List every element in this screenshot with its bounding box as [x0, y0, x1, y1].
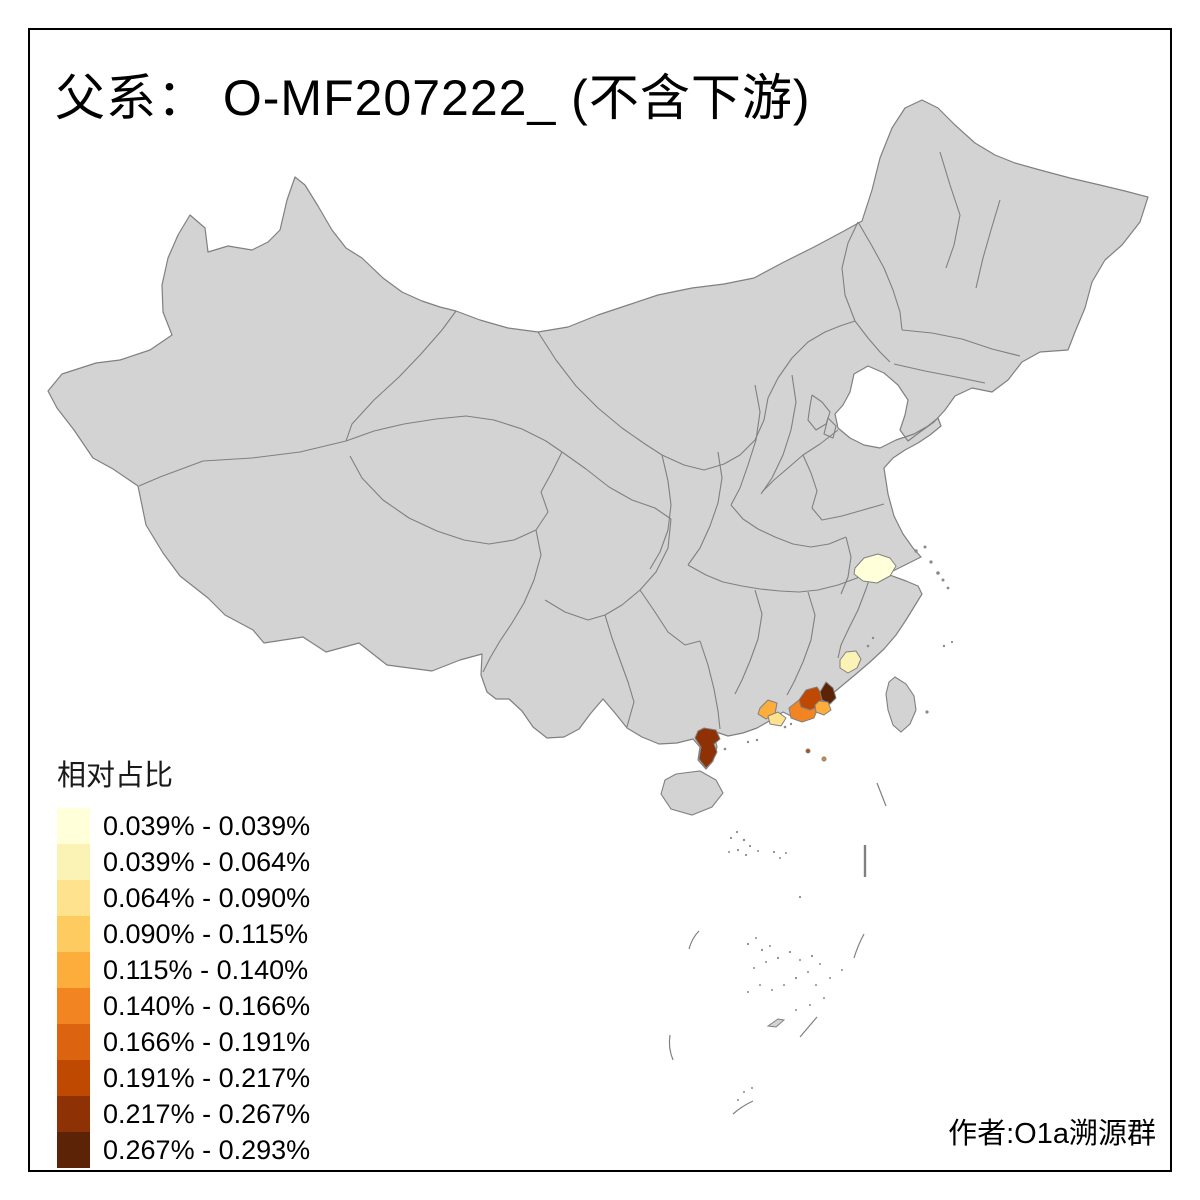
boundary-xinjiang-se — [345, 310, 457, 442]
boundary-innermongolia-south — [661, 320, 856, 471]
nine-dash-segment — [876, 782, 887, 807]
legend-class-row: 0.090% - 0.115% — [57, 916, 310, 952]
legend-swatch — [57, 952, 90, 988]
boundary-jiangxi-fujian — [786, 591, 816, 696]
boundary-jilin-liaoning — [893, 363, 986, 384]
legend-class-row: 0.039% - 0.064% — [57, 844, 310, 880]
south-china-sea-features — [668, 782, 887, 1115]
leizhou-peninsula-region — [694, 727, 721, 769]
legend-swatch — [57, 988, 90, 1024]
legend-class-label: 0.039% - 0.064% — [103, 846, 311, 877]
legend-class-row: 0.115% - 0.140% — [57, 952, 310, 988]
legend-class-label: 0.217% - 0.267% — [103, 1098, 311, 1129]
legend: 相对占比 0.039% - 0.039% 0.039% - 0.064% 0.064… — [57, 752, 310, 1168]
legend-swatch — [57, 916, 90, 952]
map-title: 父系： O-MF207222_ (不含下游) — [55, 70, 811, 126]
boundary-tianjin-cell — [823, 417, 837, 439]
boundary-huai-river — [730, 504, 847, 548]
legend-class-row: 0.217% - 0.267% — [57, 1096, 310, 1132]
boundary-innermongolia-ne — [854, 320, 891, 363]
boundary-heilongjiang-west — [857, 221, 903, 331]
boundary-guangxi-guangdong — [699, 640, 721, 730]
boundary-guizhou — [639, 589, 701, 646]
legend-class-label: 0.166% - 0.191% — [103, 1026, 311, 1057]
legend-swatch — [57, 808, 90, 844]
figure-frame — [28, 28, 1172, 1172]
legend-title: 相对占比 — [57, 760, 174, 792]
boundary-zhejiang-fujian — [837, 570, 873, 659]
boundary-hebei-south — [761, 429, 839, 493]
legend-class-row: 0.039% - 0.039% — [57, 808, 310, 844]
boundary-qinghai-north — [345, 415, 563, 453]
boundary-tibet-sichuan — [482, 529, 542, 673]
boundary-gansu-south — [561, 451, 672, 520]
province-boundaries — [138, 151, 1021, 730]
coastal-islet-far-east — [821, 756, 827, 762]
boundary-khingan-west — [841, 221, 859, 322]
legend-class-label: 0.140% - 0.166% — [103, 990, 311, 1021]
china-mainland — [47, 99, 1149, 770]
boundary-yunnan-guangxi — [604, 614, 635, 728]
scs-gray-islet — [766, 1018, 786, 1028]
legend-class-row: 0.267% - 0.293% — [57, 1132, 310, 1168]
south-fujian-quanzhou-region — [839, 650, 862, 674]
coastal-islet-east — [805, 748, 811, 754]
legend-classes: 0.039% - 0.039% 0.039% - 0.064% 0.064% - 0… — [57, 808, 310, 1168]
boundary-shandong — [802, 454, 885, 521]
boundary-qinghai-south — [349, 451, 563, 545]
legend-swatch — [57, 1096, 90, 1132]
legend-class-label: 0.191% - 0.217% — [103, 1062, 311, 1093]
taiwan-island — [885, 676, 917, 733]
boundary-hunan-jiangxi — [734, 589, 763, 695]
boundary-shanxi-west — [730, 384, 761, 506]
hainan-island — [660, 770, 724, 816]
legend-swatch — [57, 1024, 90, 1060]
pearl-delta-west-lower-region — [767, 711, 787, 727]
china-map — [47, 99, 1149, 1115]
boundary-heilongjiang-jilin — [901, 329, 1021, 357]
boundary-heilongjiang-inner-2 — [975, 199, 1001, 289]
boundary-heilongjiang-inner-1 — [939, 151, 961, 269]
boundary-yangtze — [687, 564, 873, 593]
boundary-anhui-jiangsu — [840, 536, 852, 595]
nine-dash-segment — [853, 933, 865, 959]
boundary-kunlun — [138, 440, 347, 487]
boundary-shanxi-east — [760, 374, 797, 495]
attribution: 作者:O1a溯源群 — [948, 1118, 1156, 1150]
legend-class-label: 0.090% - 0.115% — [103, 918, 309, 949]
colored-regions — [694, 553, 897, 769]
nine-dash-segment — [688, 930, 700, 950]
nine-dash-segment — [668, 1034, 674, 1061]
spratly-islands-dots — [737, 937, 843, 1101]
coastal-island-dots — [723, 545, 954, 751]
boundary-shaanxi-east — [687, 451, 723, 566]
legend-class-label: 0.115% - 0.140% — [103, 954, 309, 985]
shantou-area-region — [814, 700, 832, 716]
paracel-islands-dots — [728, 830, 802, 899]
boundary-beijing-cell — [807, 394, 831, 431]
legend-swatch — [57, 1132, 90, 1168]
boundary-sichuan-basin — [544, 518, 672, 621]
north-zhejiang-region — [853, 553, 897, 584]
legend-class-row: 0.140% - 0.166% — [57, 988, 310, 1024]
boundary-shaanxi-west — [649, 454, 672, 570]
legend-swatch — [57, 880, 90, 916]
legend-swatch — [57, 844, 90, 880]
legend-class-row: 0.064% - 0.090% — [57, 880, 310, 916]
legend-class-row: 0.166% - 0.191% — [57, 1024, 310, 1060]
chaozhou-area-region — [819, 681, 837, 705]
legend-class-row: 0.191% - 0.217% — [57, 1060, 310, 1096]
legend-class-label: 0.064% - 0.090% — [103, 882, 311, 913]
legend-class-label: 0.267% - 0.293% — [103, 1134, 311, 1165]
boundary-gansu-innermongolia — [537, 331, 663, 456]
nine-dash-segment — [799, 1016, 818, 1038]
legend-class-label: 0.039% - 0.039% — [103, 810, 311, 841]
legend-swatch — [57, 1060, 90, 1096]
nine-dash-segment — [732, 1100, 754, 1115]
